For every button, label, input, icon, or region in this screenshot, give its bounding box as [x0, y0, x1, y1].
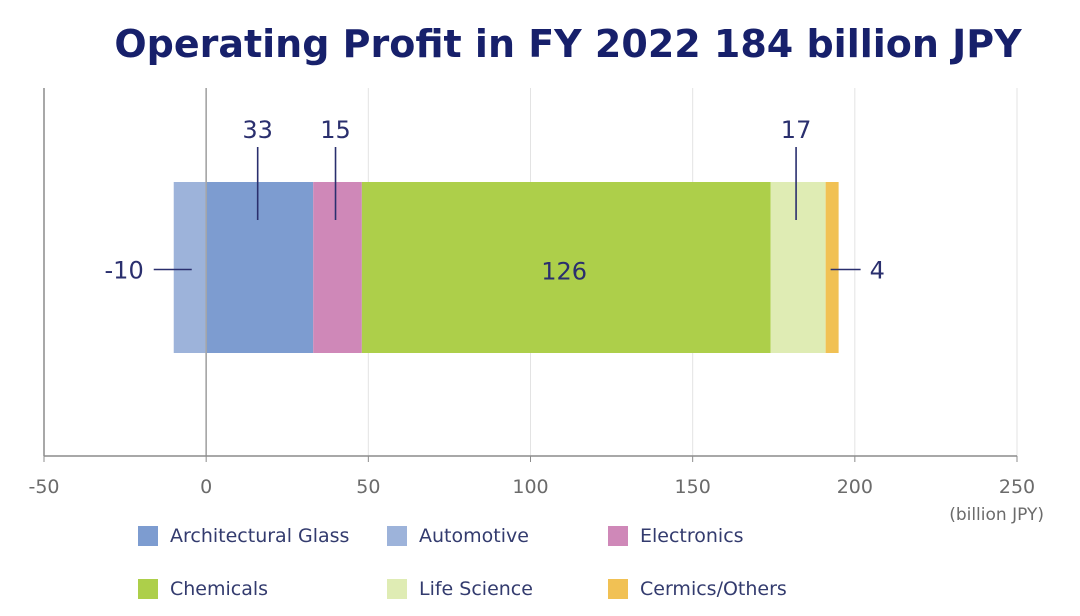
x-tick-label: 250 — [999, 476, 1035, 498]
data-labels: -10 33 15 126 17 4 — [105, 116, 885, 286]
bar-segments — [173, 182, 839, 353]
data-label-automotive: -10 — [105, 257, 144, 285]
bar-segment-chemicals — [361, 182, 771, 353]
x-axis: -50 0 50 100 150 200 250 — [28, 455, 1035, 498]
data-label-cermics-others: 4 — [870, 257, 885, 285]
bar-segment-automotive — [173, 182, 207, 353]
x-tick-label: 150 — [675, 476, 711, 498]
x-tick-label: 50 — [356, 476, 380, 498]
x-tick-label: 0 — [200, 476, 212, 498]
x-tick-label: 200 — [837, 476, 873, 498]
bar-segment-architectural-glass — [206, 182, 314, 353]
chart-title: Operating Profit in FY 2022 184 billion … — [114, 22, 1022, 66]
data-label-chemicals: 126 — [541, 258, 587, 286]
data-label-life-science: 17 — [781, 116, 812, 144]
bar-segment-life-science — [770, 182, 826, 353]
data-label-architectural-glass: 33 — [242, 116, 273, 144]
x-tick-label: 100 — [512, 476, 548, 498]
bar-segment-electronics — [313, 182, 362, 353]
data-label-electronics: 15 — [320, 116, 351, 144]
bar-segment-cermics-others — [825, 182, 839, 353]
unit-label: (billion JPY) — [949, 505, 1044, 525]
leader-lines — [153, 147, 861, 271]
x-tick-label: -50 — [28, 476, 59, 498]
